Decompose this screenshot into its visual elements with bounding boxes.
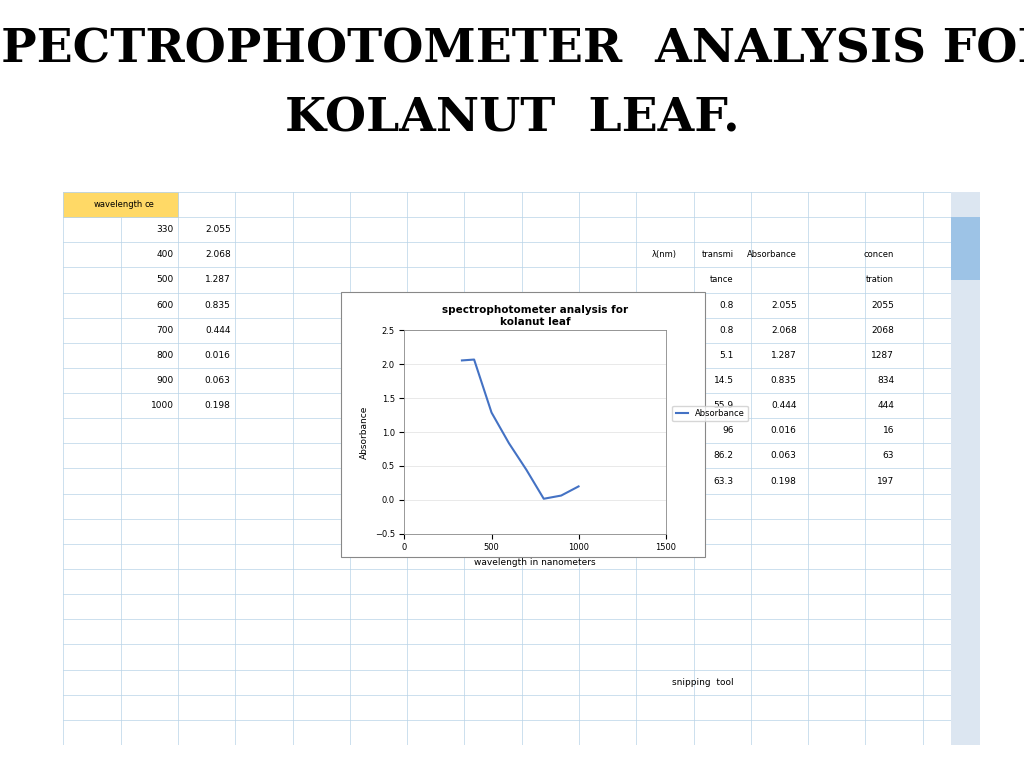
- Text: 16: 16: [883, 426, 894, 435]
- Title: spectrophotometer analysis for
kolanut leaf: spectrophotometer analysis for kolanut l…: [442, 305, 628, 326]
- Text: tration: tration: [866, 276, 894, 284]
- Y-axis label: Absorbance: Absorbance: [360, 406, 369, 458]
- Text: 14.5: 14.5: [714, 376, 733, 385]
- Text: 0.835: 0.835: [205, 300, 230, 310]
- Absorbance: [456, 356, 468, 365]
- Text: 1.287: 1.287: [205, 276, 230, 284]
- Text: 96: 96: [722, 426, 733, 435]
- Text: 63.3: 63.3: [714, 477, 733, 485]
- Text: 400: 400: [157, 250, 173, 260]
- Text: 700: 700: [659, 401, 677, 410]
- Text: 1000: 1000: [151, 401, 173, 410]
- Text: 1000: 1000: [653, 477, 677, 485]
- Absorbance: [520, 465, 532, 475]
- Line: Absorbance: Absorbance: [462, 359, 579, 498]
- Text: 0.8: 0.8: [719, 300, 733, 310]
- Text: 0.198: 0.198: [205, 401, 230, 410]
- Text: 0.016: 0.016: [205, 351, 230, 360]
- Text: 2.068: 2.068: [771, 326, 797, 335]
- Text: tance: tance: [710, 276, 733, 284]
- Text: 197: 197: [877, 477, 894, 485]
- Text: 1.287: 1.287: [771, 351, 797, 360]
- Text: 55.9: 55.9: [714, 401, 733, 410]
- Text: 0.8: 0.8: [719, 326, 733, 335]
- Text: 1287: 1287: [871, 351, 894, 360]
- Text: wavelength: wavelength: [93, 200, 142, 209]
- Text: 86.2: 86.2: [714, 452, 733, 460]
- Text: 0.016: 0.016: [771, 426, 797, 435]
- Text: KOLANUT  LEAF.: KOLANUT LEAF.: [285, 96, 739, 142]
- Text: 834: 834: [877, 376, 894, 385]
- Text: λ(nm): λ(nm): [651, 250, 677, 260]
- Text: 444: 444: [878, 401, 894, 410]
- Text: 5.1: 5.1: [719, 351, 733, 360]
- Text: 500: 500: [157, 276, 173, 284]
- Text: ce: ce: [144, 200, 155, 209]
- Bar: [63, 192, 178, 217]
- Absorbance: [572, 482, 585, 491]
- Bar: [951, 192, 980, 745]
- Text: SPECTROPHOTOMETER  ANALYSIS FOR: SPECTROPHOTOMETER ANALYSIS FOR: [0, 27, 1024, 73]
- X-axis label: wavelength in nanometers: wavelength in nanometers: [474, 558, 596, 567]
- Text: 0.063: 0.063: [771, 452, 797, 460]
- Text: 900: 900: [659, 452, 677, 460]
- Text: 0.444: 0.444: [205, 326, 230, 335]
- Absorbance: [538, 494, 550, 503]
- Text: 63: 63: [883, 452, 894, 460]
- Text: snipping  tool: snipping tool: [672, 677, 733, 687]
- Absorbance: [555, 491, 567, 500]
- Text: 800: 800: [659, 426, 677, 435]
- Text: 600: 600: [157, 300, 173, 310]
- Text: 0.835: 0.835: [771, 376, 797, 385]
- Text: Absorbance: Absorbance: [746, 250, 797, 260]
- Bar: [951, 217, 980, 280]
- Text: 330: 330: [157, 225, 173, 234]
- Text: 400: 400: [659, 326, 677, 335]
- Text: 900: 900: [157, 376, 173, 385]
- Text: 700: 700: [157, 326, 173, 335]
- Text: 500: 500: [659, 351, 677, 360]
- Text: 0.063: 0.063: [205, 376, 230, 385]
- Text: 2.055: 2.055: [771, 300, 797, 310]
- Legend: Absorbance: Absorbance: [673, 406, 749, 422]
- Text: concen: concen: [863, 250, 894, 260]
- Text: 2068: 2068: [871, 326, 894, 335]
- Text: 0.198: 0.198: [771, 477, 797, 485]
- Absorbance: [503, 439, 515, 448]
- Text: 330: 330: [659, 300, 677, 310]
- Text: 0.444: 0.444: [771, 401, 797, 410]
- Text: 2055: 2055: [871, 300, 894, 310]
- Text: 800: 800: [157, 351, 173, 360]
- Text: 2.055: 2.055: [205, 225, 230, 234]
- Text: 2.068: 2.068: [205, 250, 230, 260]
- Absorbance: [468, 355, 480, 364]
- Text: transmi: transmi: [701, 250, 733, 260]
- Text: 600: 600: [659, 376, 677, 385]
- Absorbance: [485, 408, 498, 417]
